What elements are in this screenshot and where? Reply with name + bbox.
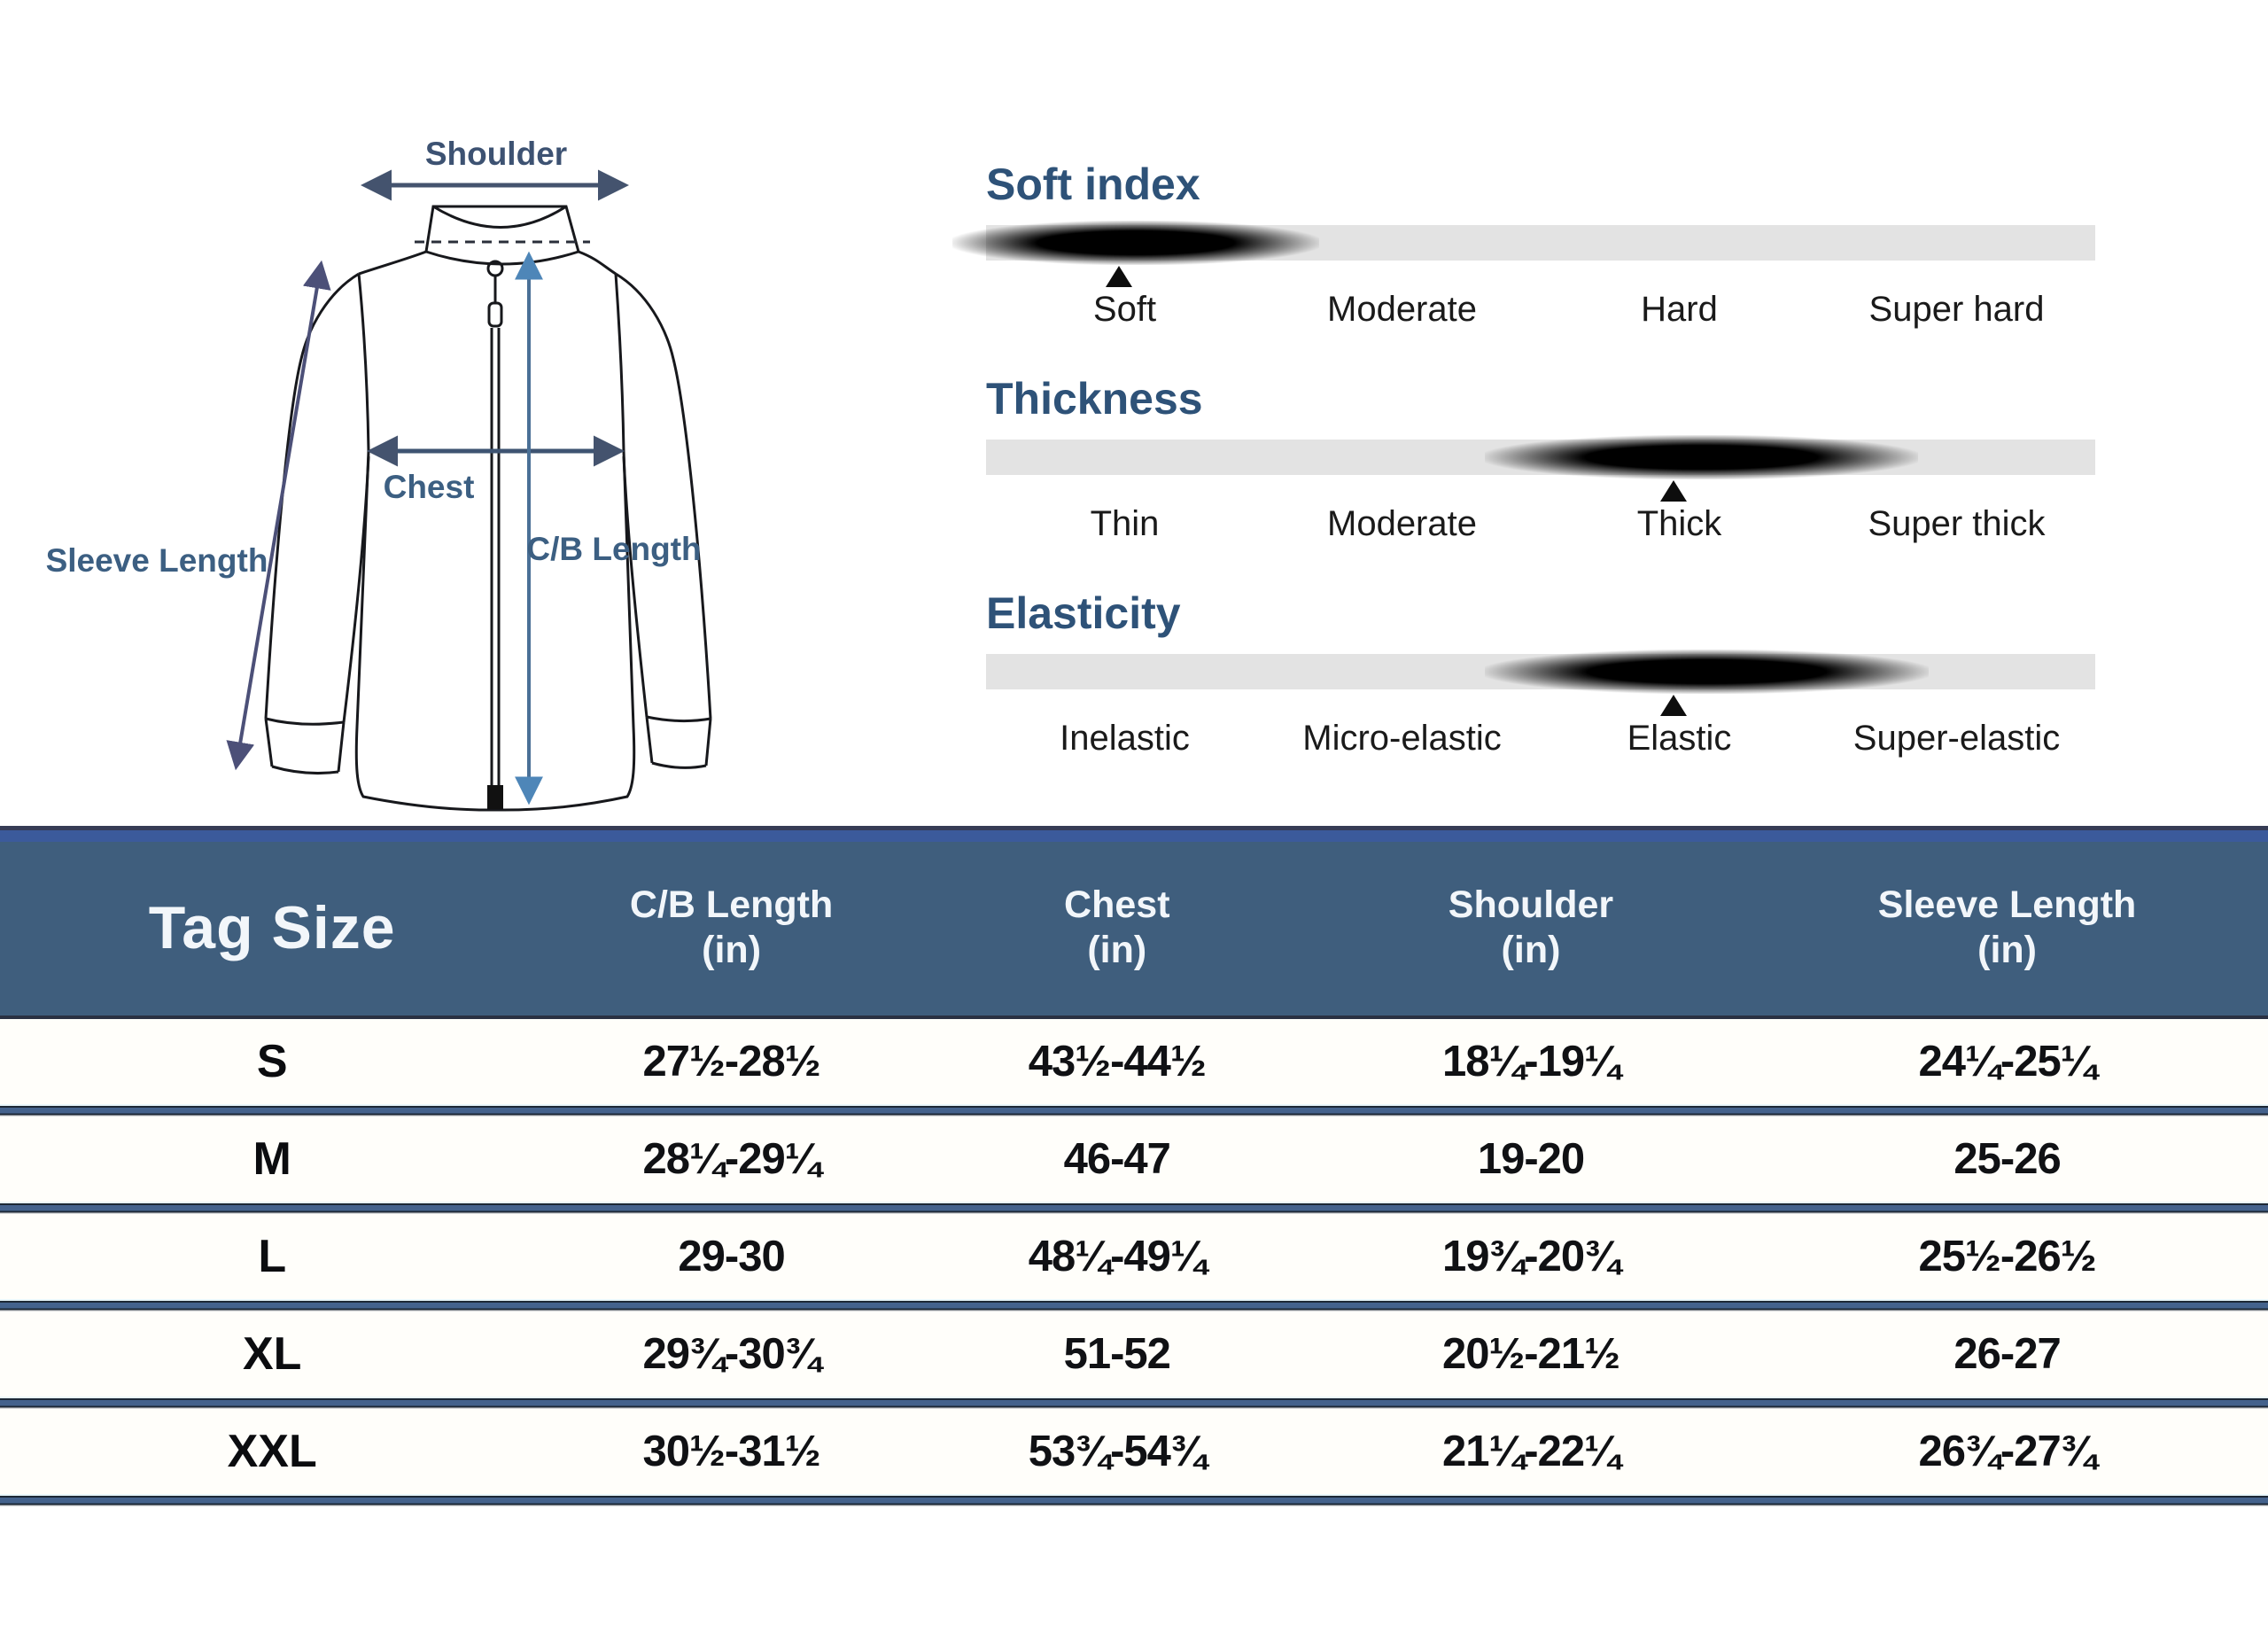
column-header-label: Chest: [1064, 883, 1170, 926]
elasticity-levels: Inelastic Micro-elastic Elastic Super-el…: [986, 718, 2095, 759]
column-header-shoulder: Shoulder (in): [1316, 874, 1746, 973]
thickness-section: Thickness Thin Moderate Thick Super thic…: [986, 374, 2095, 544]
size-table-body: S 27½-28½ 43½-44½ 18¼-19¼ 24¼-25¼ M 28¼-…: [0, 1019, 2268, 1506]
column-header-label: Shoulder: [1448, 883, 1614, 926]
shoulder-label: Shoulder: [425, 136, 567, 172]
soft-index-gradient-bar: [952, 220, 2095, 266]
column-header-unit: (in): [1087, 928, 1147, 971]
thickness-marker-row: [986, 475, 2095, 502]
elasticity-gradient-bar: [986, 649, 2095, 695]
tag-size-value: L: [258, 1231, 287, 1282]
jacket-outline: [264, 205, 712, 812]
fabric-index-panel: Soft index Soft Moderate Hard Super hard…: [952, 160, 2095, 803]
row-separator: [0, 1299, 2268, 1311]
jacket-line-drawing: Shoulder Sleeve Length Chest C/B Length: [46, 136, 712, 812]
table-row: L 29-30 48¼-49¼ 19¾-20¾ 25½-26½: [0, 1214, 2268, 1311]
level-label: Super-elastic: [1852, 719, 2061, 758]
sleeve-length-label: Sleeve Length: [46, 542, 268, 579]
chest-value: 48¼-49¼: [1028, 1233, 1207, 1280]
cb-length-value: 30½-31½: [642, 1428, 821, 1475]
tag-size-value: M: [252, 1133, 291, 1185]
thickness-levels: Thin Moderate Thick Super thick: [986, 503, 2095, 544]
sleeve-length-arrow: [226, 260, 331, 771]
level-label: Micro-elastic: [1302, 719, 1502, 758]
chest-value: 51-52: [1063, 1330, 1171, 1378]
chest-value: 43½-44½: [1028, 1038, 1207, 1086]
row-separator: [0, 1202, 2268, 1214]
soft-index-marker-row: [986, 261, 2095, 287]
level-label: Moderate: [1327, 290, 1477, 329]
column-header-unit: (in): [1977, 928, 2037, 971]
column-header-label: Sleeve Length: [1877, 883, 2137, 926]
column-header-sleeve-length: Sleeve Length (in): [1746, 874, 2268, 973]
sleeve-length-value: 26-27: [1953, 1330, 2061, 1378]
soft-index-level-blob: [952, 220, 1319, 266]
row-separator: [0, 1397, 2268, 1409]
elasticity-marker-row: [986, 689, 2095, 716]
shoulder-value: 20½-21½: [1441, 1330, 1620, 1378]
level-label: Super thick: [1868, 504, 2046, 543]
level-label: Thin: [1090, 504, 1160, 543]
table-row: XL 29¾-30¾ 51-52 20½-21½ 26-27: [0, 1311, 2268, 1409]
column-header-unit: (in): [702, 928, 762, 971]
cb-length-value: 27½-28½: [642, 1038, 821, 1086]
sleeve-length-value: 24¼-25¼: [1918, 1038, 2097, 1086]
tag-size-value: S: [256, 1036, 288, 1087]
shoulder-value: 19¾-20¾: [1441, 1233, 1620, 1280]
column-header-cb-length: C/B Length (in): [544, 874, 918, 973]
elasticity-level-blob: [1485, 649, 1930, 695]
soft-index-levels: Soft Moderate Hard Super hard: [986, 289, 2095, 330]
tag-size-value: XXL: [227, 1426, 317, 1477]
chest-value: 46-47: [1063, 1135, 1171, 1183]
marker-triangle-icon: [1660, 695, 1688, 716]
cb-length-value: 28¼-29¼: [642, 1135, 821, 1183]
thickness-title: Thickness: [986, 374, 1203, 424]
row-separator: [0, 1494, 2268, 1506]
level-label: Elastic: [1627, 719, 1732, 758]
level-label: Soft: [1092, 290, 1157, 329]
column-header-unit: (in): [1501, 928, 1561, 971]
column-header-chest: Chest (in): [919, 874, 1316, 973]
elasticity-title: Elasticity: [986, 588, 1181, 638]
chest-value: 53¾-54¾: [1028, 1428, 1207, 1475]
cb-length-value: 29¾-30¾: [642, 1330, 821, 1378]
marker-triangle-icon: [1660, 480, 1688, 502]
level-label: Moderate: [1327, 504, 1477, 543]
tag-size-value: XL: [242, 1328, 302, 1380]
table-row: M 28¼-29¼ 46-47 19-20 25-26: [0, 1117, 2268, 1214]
thickness-gradient-bar: [986, 434, 2095, 480]
size-table: Tag Size C/B Length (in) Chest (in) Shou…: [0, 826, 2268, 1506]
shoulder-value: 19-20: [1477, 1135, 1585, 1183]
table-row: XXL 30½-31½ 53¾-54¾ 21¼-22¼ 26¾-27¾: [0, 1409, 2268, 1506]
shoulder-value: 18¼-19¼: [1441, 1038, 1620, 1086]
table-row: S 27½-28½ 43½-44½ 18¼-19¼ 24¼-25¼: [0, 1019, 2268, 1117]
shoulder-value: 21¼-22¼: [1441, 1428, 1620, 1475]
column-header-tag-size: Tag Size: [0, 888, 544, 959]
column-header-label: C/B Length: [629, 883, 834, 926]
sleeve-length-value: 25½-26½: [1918, 1233, 2097, 1280]
soft-index-section: Soft index Soft Moderate Hard Super hard: [952, 160, 2095, 330]
level-label: Inelastic: [1060, 719, 1190, 758]
cb-length-value: 29-30: [678, 1233, 785, 1280]
sleeve-length-value: 26¾-27¾: [1918, 1428, 2097, 1475]
column-header-label: Tag Size: [148, 893, 396, 961]
level-label: Thick: [1636, 504, 1722, 543]
soft-index-title: Soft index: [986, 160, 1200, 209]
jacket-measurement-diagram: Shoulder Sleeve Length Chest C/B Length: [35, 106, 886, 815]
size-table-header: Tag Size C/B Length (in) Chest (in) Shou…: [0, 826, 2268, 1019]
chest-label: Chest: [384, 469, 475, 505]
sleeve-length-value: 25-26: [1953, 1135, 2061, 1183]
row-separator: [0, 1104, 2268, 1117]
thickness-level-blob: [1485, 434, 1918, 480]
level-label: Super hard: [1868, 290, 2045, 329]
cb-length-label: C/B Length: [526, 531, 701, 567]
level-label: Hard: [1641, 290, 1718, 329]
marker-triangle-icon: [1106, 266, 1133, 287]
elasticity-section: Elasticity Inelastic Micro-elastic Elast…: [986, 588, 2095, 759]
